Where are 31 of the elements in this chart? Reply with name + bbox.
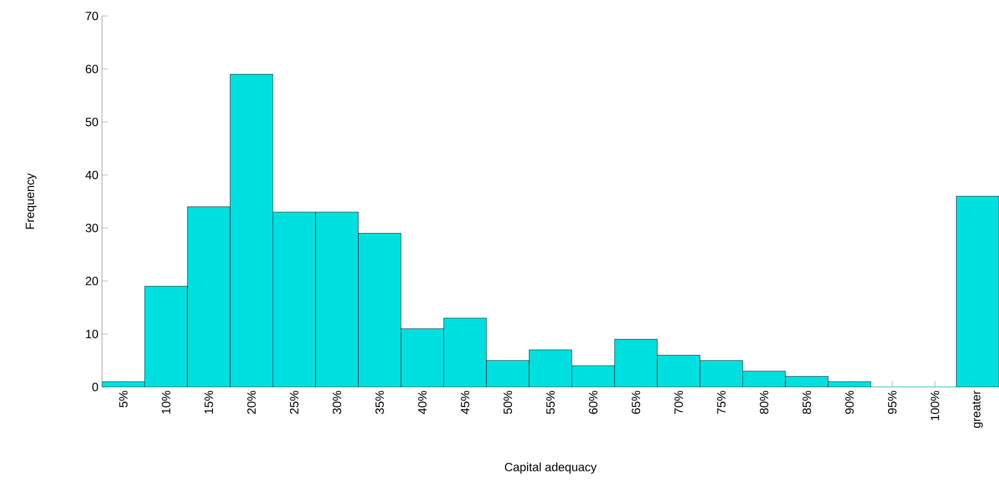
x-tick-label: 60%	[588, 390, 598, 414]
x-tick-label: 95%	[888, 390, 896, 414]
x-tick-label: 85%	[802, 390, 812, 414]
y-tick-label: 70	[86, 12, 98, 20]
x-tick-label: 80%	[760, 390, 768, 414]
y-axis-title: Frequency	[26, 173, 36, 229]
x-tick-label: 55%	[546, 390, 555, 414]
y-tick-label: 30	[86, 224, 98, 232]
x-tick-label: 20%	[247, 390, 256, 414]
y-tick-label: 0	[92, 382, 98, 392]
x-tick-label: greater	[972, 390, 983, 428]
x-tick-label: 90%	[845, 390, 854, 414]
x-tick-label: 40%	[418, 390, 427, 414]
y-tick-label: 10	[86, 330, 98, 338]
x-tick-label: 100%	[930, 390, 940, 420]
x-tick-label: 30%	[332, 390, 342, 414]
x-tick-label: 15%	[204, 390, 213, 414]
x-tick-label: 25%	[290, 390, 298, 414]
x-axis-title: Capital adequacy	[504, 462, 597, 474]
x-tick-label: 5%	[119, 390, 128, 408]
x-tick-label: 50%	[504, 390, 512, 414]
y-tick-label: 40	[85, 170, 98, 180]
x-tick-label: 75%	[717, 390, 726, 414]
y-tick-label: 20	[86, 276, 98, 286]
x-tick-label: 45%	[460, 390, 470, 414]
x-tick-label: 35%	[375, 390, 384, 414]
y-tick-label: 50	[86, 118, 98, 126]
x-tick-label: 65%	[632, 390, 640, 414]
y-tick-label: 60	[86, 64, 98, 74]
x-tick-label: 70%	[674, 390, 683, 414]
x-tick-label: 10%	[162, 390, 170, 414]
